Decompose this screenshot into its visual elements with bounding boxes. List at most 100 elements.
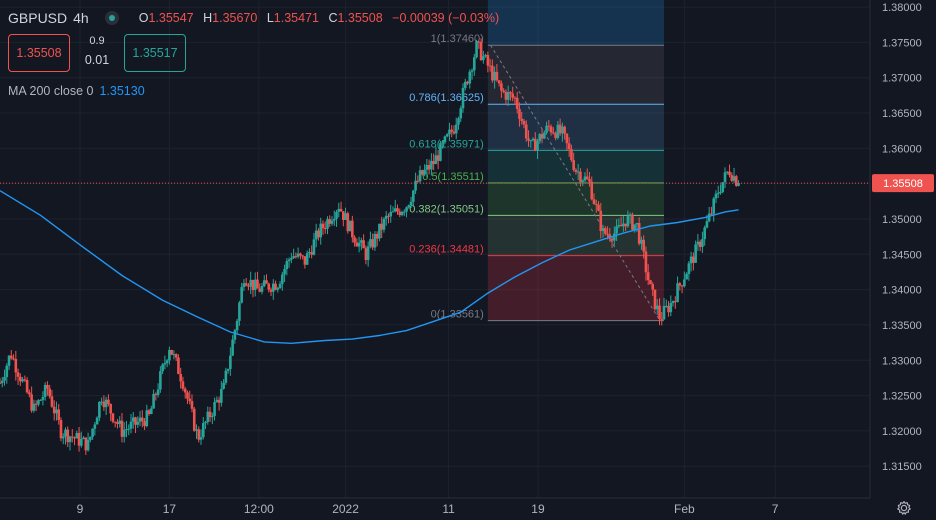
candle-body (116, 422, 119, 424)
candle-body (170, 350, 173, 355)
fib-zone (487, 255, 665, 321)
candle-body (339, 208, 343, 212)
candle-body (172, 354, 176, 356)
candle-body (378, 223, 381, 239)
fib-zone (487, 150, 665, 183)
candle-body (145, 410, 149, 427)
candle-body (619, 224, 623, 227)
buy-button[interactable]: 1.35517 (124, 34, 186, 72)
candle-body (68, 436, 72, 443)
candle-body (509, 92, 512, 94)
candle-body (427, 165, 431, 170)
price-tick-label: 1.37500 (882, 37, 922, 49)
candle-body (34, 403, 38, 405)
quantity-value[interactable]: 0.01 (84, 53, 110, 67)
candle-body (466, 81, 469, 84)
candle-body (3, 377, 6, 381)
ma-indicator-label: MA 200 close 0 (8, 84, 94, 98)
candle-body (502, 90, 505, 92)
candle-body (242, 283, 246, 288)
candle-body (488, 65, 492, 67)
candle-body (271, 283, 275, 292)
candle-body (269, 289, 273, 292)
fib-level-label: 0(1.33561) (431, 309, 484, 321)
candle-body (342, 211, 345, 220)
candle-body (425, 165, 429, 170)
candle-body (323, 228, 327, 230)
candle-body (195, 429, 198, 431)
ma-indicator-legend[interactable]: MA 200 close 0 1.35130 (8, 84, 145, 98)
last-price-tag (872, 174, 934, 193)
market-status-icon[interactable] (104, 11, 119, 25)
candle-body (642, 239, 645, 252)
candle-body (529, 140, 533, 142)
candle-body (674, 301, 677, 303)
candle-body (310, 251, 313, 255)
candle-body (737, 182, 740, 186)
candle-body (301, 255, 304, 257)
candle-body (332, 218, 336, 221)
candle-body (418, 170, 422, 182)
candle-body (669, 302, 673, 313)
candle-body (7, 355, 11, 366)
candle-body (204, 421, 207, 424)
candle-body (714, 193, 718, 199)
candle-body (224, 370, 228, 383)
candle-body (77, 432, 81, 446)
candle-body (549, 126, 553, 133)
low-key: L (266, 11, 274, 25)
fib-level-label: 0.382(1.35051) (409, 203, 484, 215)
candle-body (696, 241, 700, 245)
candle-body (536, 141, 539, 151)
candle-body (719, 192, 722, 194)
candle-body (468, 71, 472, 84)
candle-body (14, 358, 18, 373)
candle-body (678, 283, 682, 286)
fib-zone (487, 45, 665, 105)
candle-body (373, 233, 377, 248)
candle-body (574, 169, 578, 172)
candle-body (698, 241, 702, 247)
candle-body (472, 57, 476, 71)
symbol-name[interactable]: GBPUSD (8, 10, 68, 26)
candle-body (421, 170, 424, 175)
candle-body (384, 215, 388, 219)
candle-body (592, 199, 596, 204)
candle-body (229, 355, 232, 369)
candle-body (93, 424, 97, 429)
candle-body (364, 248, 368, 261)
candle-body (154, 393, 158, 395)
candle-body (622, 223, 625, 227)
candle-body (120, 420, 124, 437)
candle-body (725, 171, 729, 173)
candle-body (515, 97, 519, 109)
candle-body (728, 171, 731, 176)
candle-body (183, 388, 187, 393)
candle-body (626, 215, 630, 227)
sell-button[interactable]: 1.35508 (8, 34, 70, 72)
candle-body (710, 213, 713, 215)
candle-body (220, 388, 223, 403)
candle-body (351, 220, 354, 238)
candle-body (432, 160, 435, 165)
high-value: 1.35670 (212, 11, 258, 25)
candle-body (134, 417, 137, 425)
candle-body (398, 211, 402, 216)
candle-body (362, 240, 365, 249)
candle-body (723, 172, 727, 183)
candle-body (247, 285, 250, 287)
candle-body (486, 55, 490, 66)
candle-body (131, 417, 135, 422)
gear-icon[interactable] (896, 500, 912, 516)
candle-body (179, 373, 182, 382)
candle-body (540, 134, 544, 139)
price-tick-label: 1.33500 (882, 320, 922, 332)
candle-body (653, 289, 657, 310)
ma-indicator-value: 1.35130 (99, 84, 145, 98)
timeframe-label[interactable]: 4h (73, 10, 89, 26)
candle-body (147, 410, 151, 415)
candle-body (37, 400, 40, 405)
candle-body (64, 429, 67, 437)
candle-body (694, 244, 697, 263)
